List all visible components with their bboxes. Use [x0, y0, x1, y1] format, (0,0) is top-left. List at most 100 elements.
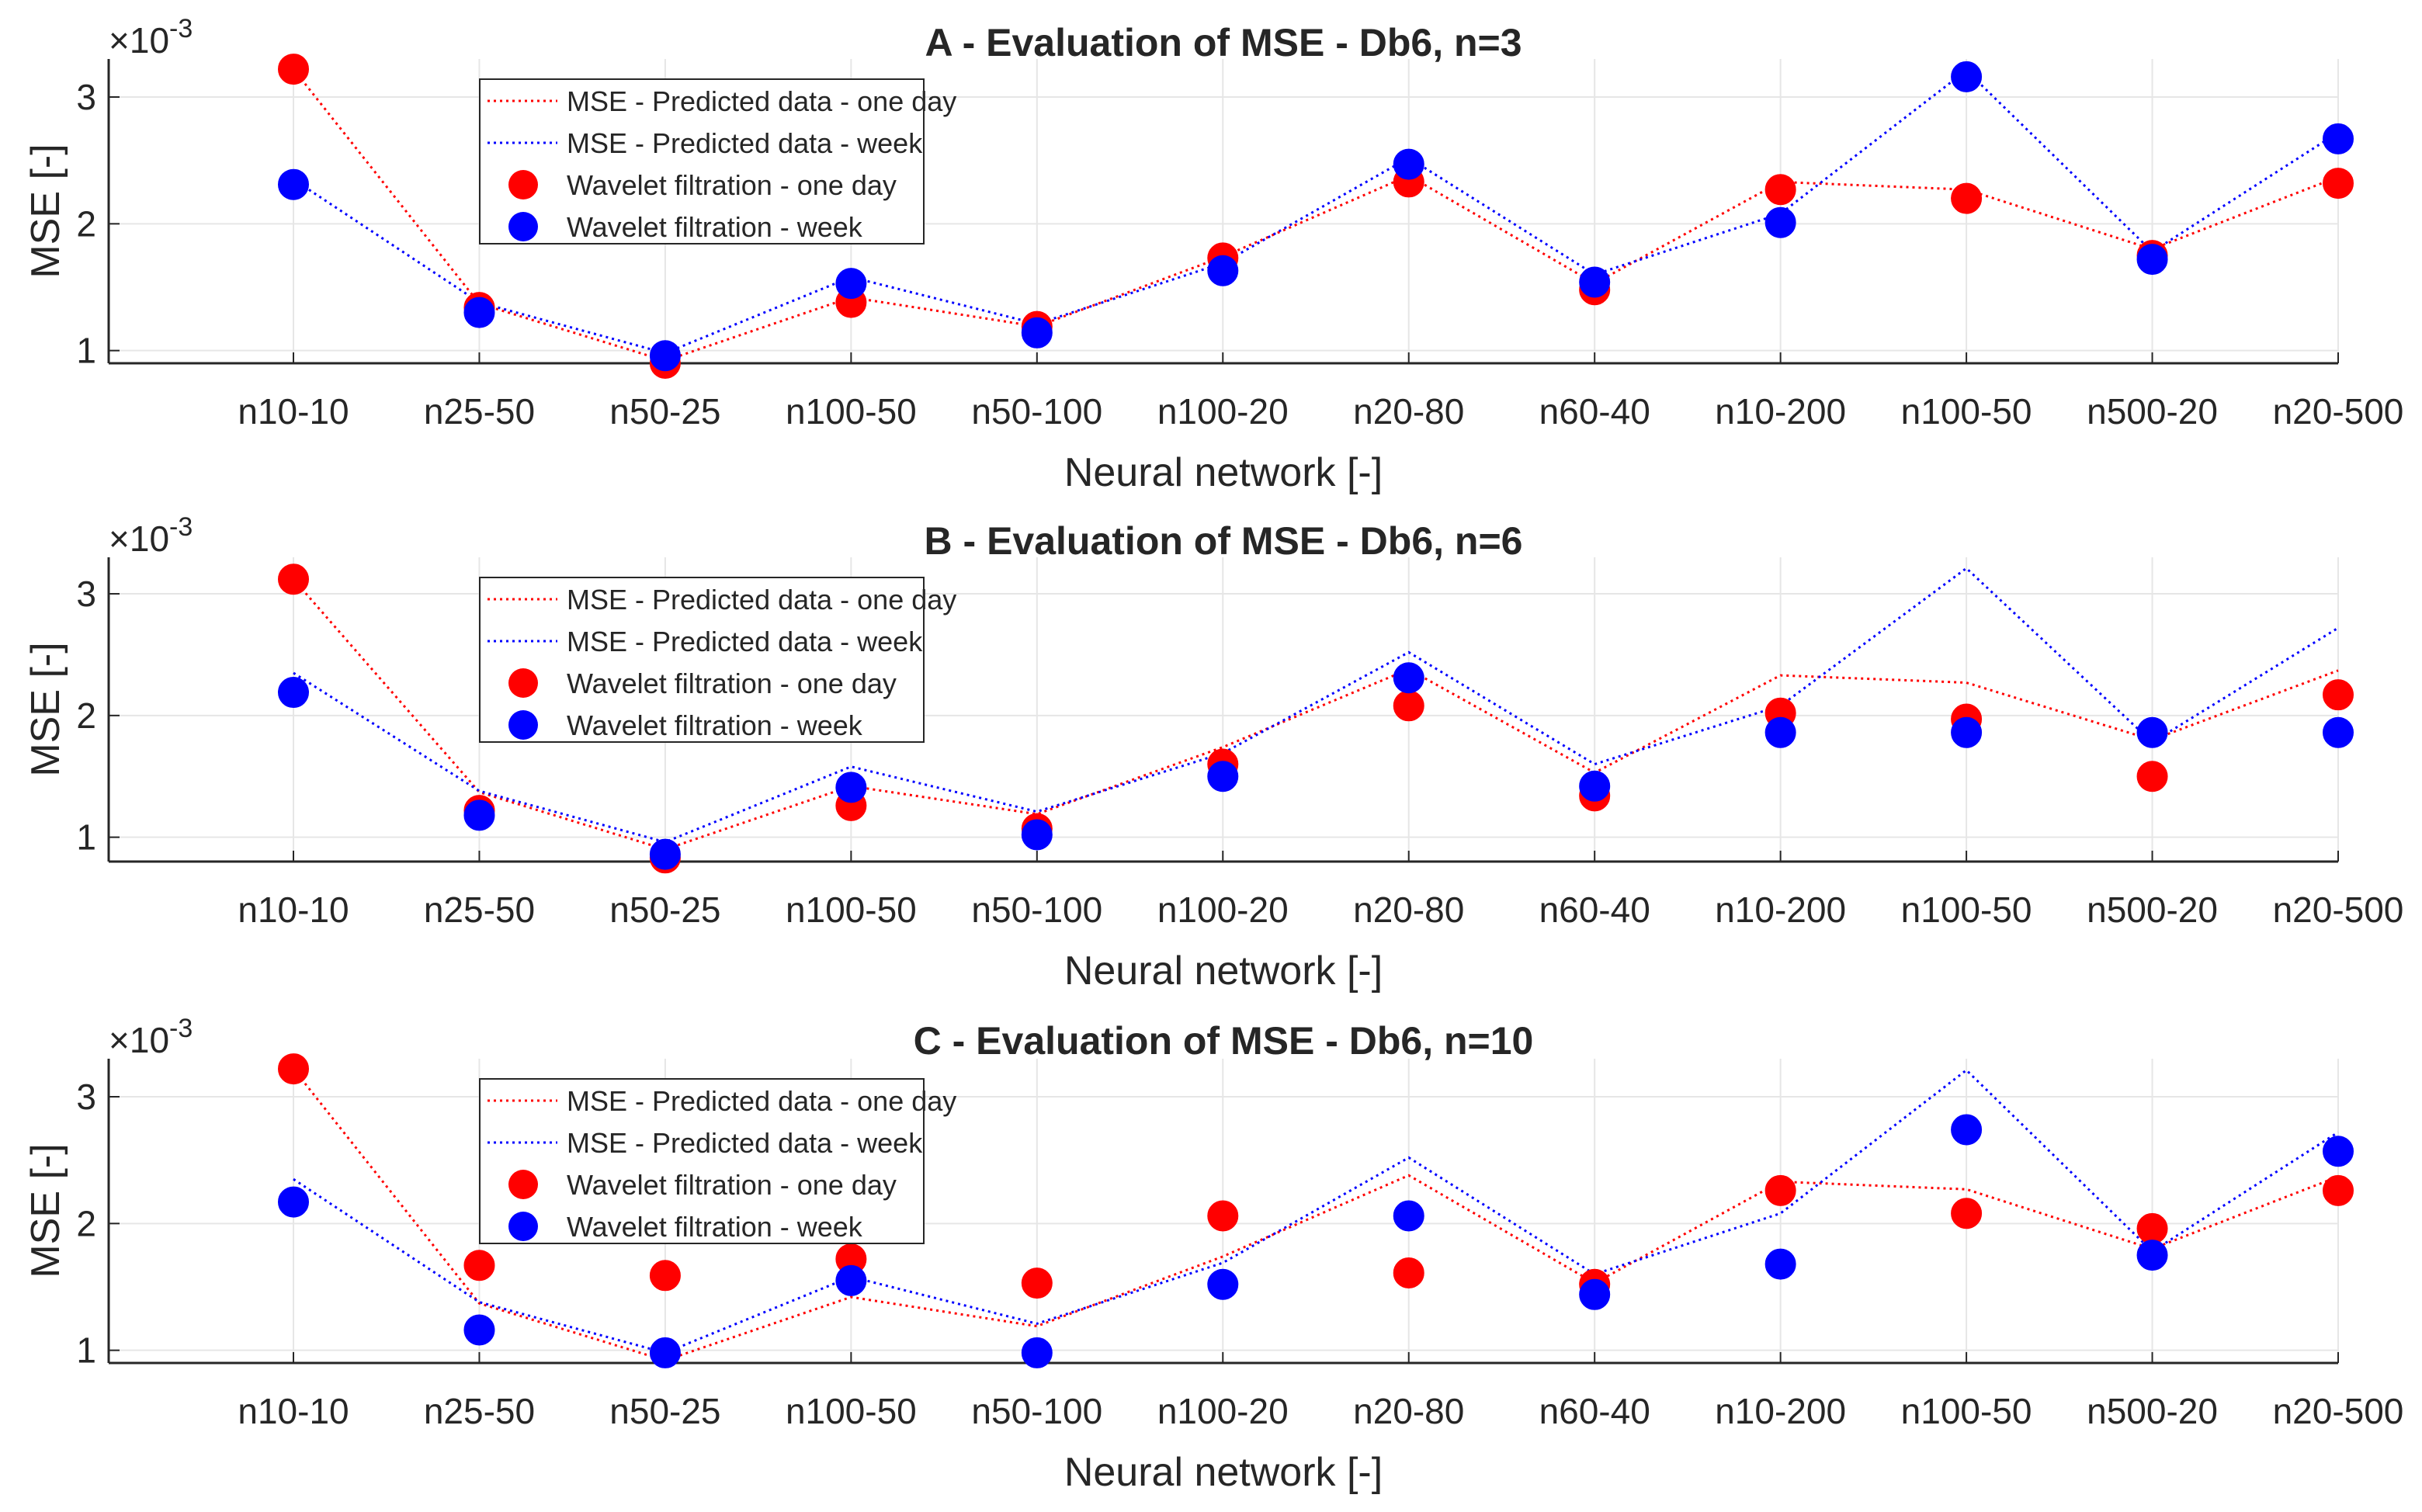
- legend-entry: MSE - Predicted data - one day: [567, 584, 956, 616]
- x-tick-label: n10-200: [1715, 890, 1846, 930]
- legend-entry: MSE - Predicted data - week: [567, 626, 923, 657]
- data-point-wavelet-week: [2323, 123, 2354, 154]
- legend-entry: MSE - Predicted data - week: [567, 1127, 923, 1159]
- series-line-predicted-one-day: [292, 1068, 2339, 1362]
- data-point-wavelet-week: [2323, 1136, 2354, 1167]
- legend-entry: MSE - Predicted data - one day: [567, 1085, 956, 1117]
- data-point-wavelet-week: [835, 772, 867, 803]
- data-point-wavelet-week: [1951, 1114, 1983, 1146]
- data-point-wavelet-week: [835, 268, 867, 300]
- x-tick-label: n100-20: [1157, 1391, 1289, 1431]
- y-exponent-label: ×10-3: [109, 1014, 193, 1060]
- data-point-wavelet-week: [835, 1264, 867, 1296]
- x-tick-label: n50-25: [609, 1391, 720, 1431]
- legend-marker-swatch: [508, 668, 538, 698]
- y-tick-label: 2: [76, 695, 96, 736]
- x-tick-label: n100-50: [1901, 1391, 2032, 1431]
- y-tick-label: 1: [76, 1330, 96, 1371]
- x-tick-label: n10-10: [238, 391, 349, 432]
- data-point-wavelet-week: [1021, 1337, 1053, 1368]
- legend-entry: Wavelet filtration - one day: [567, 169, 897, 201]
- chart-panel-a: 1 2 3 n10-10 n25-50 n50-25 n100-50 n50-100 n100-…: [23, 14, 2403, 495]
- data-point-wavelet-week: [278, 677, 309, 709]
- x-axis-label: Neural network [-]: [1064, 948, 1383, 994]
- data-point-wavelet-week: [1207, 1268, 1239, 1300]
- y-axis-label: MSE [-]: [23, 144, 68, 278]
- data-point-wavelet-one-day: [1021, 1268, 1053, 1299]
- data-point-wavelet-week: [1764, 206, 1796, 238]
- legend-entry: MSE - Predicted data - week: [567, 127, 923, 159]
- x-tick-label: n20-80: [1353, 890, 1464, 930]
- data-point-wavelet-one-day: [1393, 690, 1424, 722]
- x-tick-label: n100-20: [1157, 391, 1289, 432]
- data-point-wavelet-week: [1393, 148, 1424, 180]
- legend-entry: MSE - Predicted data - one day: [567, 85, 956, 117]
- data-point-wavelet-week: [1207, 255, 1239, 286]
- legend-box: [479, 577, 925, 743]
- x-tick-label: n50-100: [971, 890, 1102, 930]
- x-tick-label: n20-500: [2273, 1391, 2404, 1431]
- y-tick-label: 3: [76, 574, 96, 614]
- data-point-wavelet-week: [1393, 662, 1424, 694]
- series-line-predicted-week: [293, 567, 2339, 844]
- data-point-wavelet-week: [649, 340, 681, 372]
- chart-panel-b: 1 2 3 n10-10 n25-50 n50-25 n100-50 n50-100 n100-…: [23, 512, 2403, 994]
- data-point-wavelet-week: [1764, 1248, 1796, 1280]
- y-tick-label: 3: [76, 1077, 96, 1117]
- series-line-predicted-one-day: [292, 68, 2339, 362]
- data-point-wavelet-one-day: [2136, 761, 2168, 792]
- data-point-wavelet-week: [2136, 244, 2168, 276]
- x-tick-label: n25-50: [424, 391, 535, 432]
- legend-marker-swatch: [508, 1170, 538, 1199]
- data-point-wavelet-one-day: [2323, 679, 2354, 711]
- x-tick-label: n50-25: [609, 890, 720, 930]
- x-tick-label: n10-10: [238, 1391, 349, 1431]
- data-point-wavelet-week: [1579, 1278, 1611, 1310]
- data-point-wavelet-one-day: [2323, 168, 2354, 199]
- x-axis-label: Neural network [-]: [1064, 450, 1383, 495]
- legend-marker-swatch: [508, 212, 538, 241]
- data-point-wavelet-one-day: [1764, 1174, 1796, 1206]
- legend: MSE - Predicted data - one day MSE - Pred…: [479, 78, 956, 244]
- data-point-wavelet-week: [1207, 761, 1239, 792]
- data-point-wavelet-week: [2136, 716, 2168, 748]
- data-point-wavelet-one-day: [649, 1260, 681, 1292]
- x-tick-label: n10-200: [1715, 391, 1846, 432]
- x-tick-label: n20-500: [2273, 391, 2404, 432]
- legend-entry: Wavelet filtration - week: [567, 709, 863, 741]
- data-point-wavelet-week: [649, 1337, 681, 1368]
- x-tick-label: n500-20: [2087, 890, 2218, 930]
- data-point-wavelet-one-day: [278, 1053, 309, 1085]
- x-tick-label: n20-80: [1353, 1391, 1464, 1431]
- x-tick-label: n25-50: [424, 1391, 535, 1431]
- data-point-wavelet-one-day: [1393, 1257, 1424, 1289]
- legend: MSE - Predicted data - one day MSE - Pred…: [479, 577, 956, 743]
- x-tick-label: n60-40: [1539, 391, 1650, 432]
- series-line-predicted-one-day: [292, 578, 2339, 851]
- data-point-wavelet-week: [649, 838, 681, 870]
- legend-box: [479, 78, 925, 244]
- y-tick-label: 3: [76, 77, 96, 117]
- x-tick-label: n25-50: [424, 890, 535, 930]
- data-point-wavelet-one-day: [1764, 174, 1796, 206]
- data-point-wavelet-one-day: [278, 564, 309, 595]
- legend-entry: Wavelet filtration - one day: [567, 1169, 897, 1201]
- x-tick-label: n50-100: [971, 391, 1102, 432]
- x-tick-label: n50-100: [971, 1391, 1102, 1431]
- legend-entry: Wavelet filtration - one day: [567, 668, 897, 699]
- legend-marker-swatch: [508, 710, 538, 740]
- data-point-wavelet-one-day: [278, 54, 309, 85]
- x-tick-label: n500-20: [2087, 1391, 2218, 1431]
- data-point-wavelet-one-day: [1951, 182, 1983, 214]
- data-point-wavelet-week: [278, 168, 309, 200]
- y-exponent-label: ×10-3: [109, 512, 193, 559]
- y-tick-label: 2: [76, 1203, 96, 1243]
- x-tick-label: n100-50: [786, 1391, 917, 1431]
- data-point-wavelet-one-day: [1951, 1198, 1983, 1229]
- y-axis-label: MSE [-]: [23, 1143, 68, 1278]
- data-point-wavelet-one-day: [2136, 1212, 2168, 1244]
- data-point-wavelet-one-day: [463, 1250, 495, 1281]
- data-point-wavelet-week: [1951, 61, 1983, 92]
- data-point-wavelet-week: [463, 799, 495, 831]
